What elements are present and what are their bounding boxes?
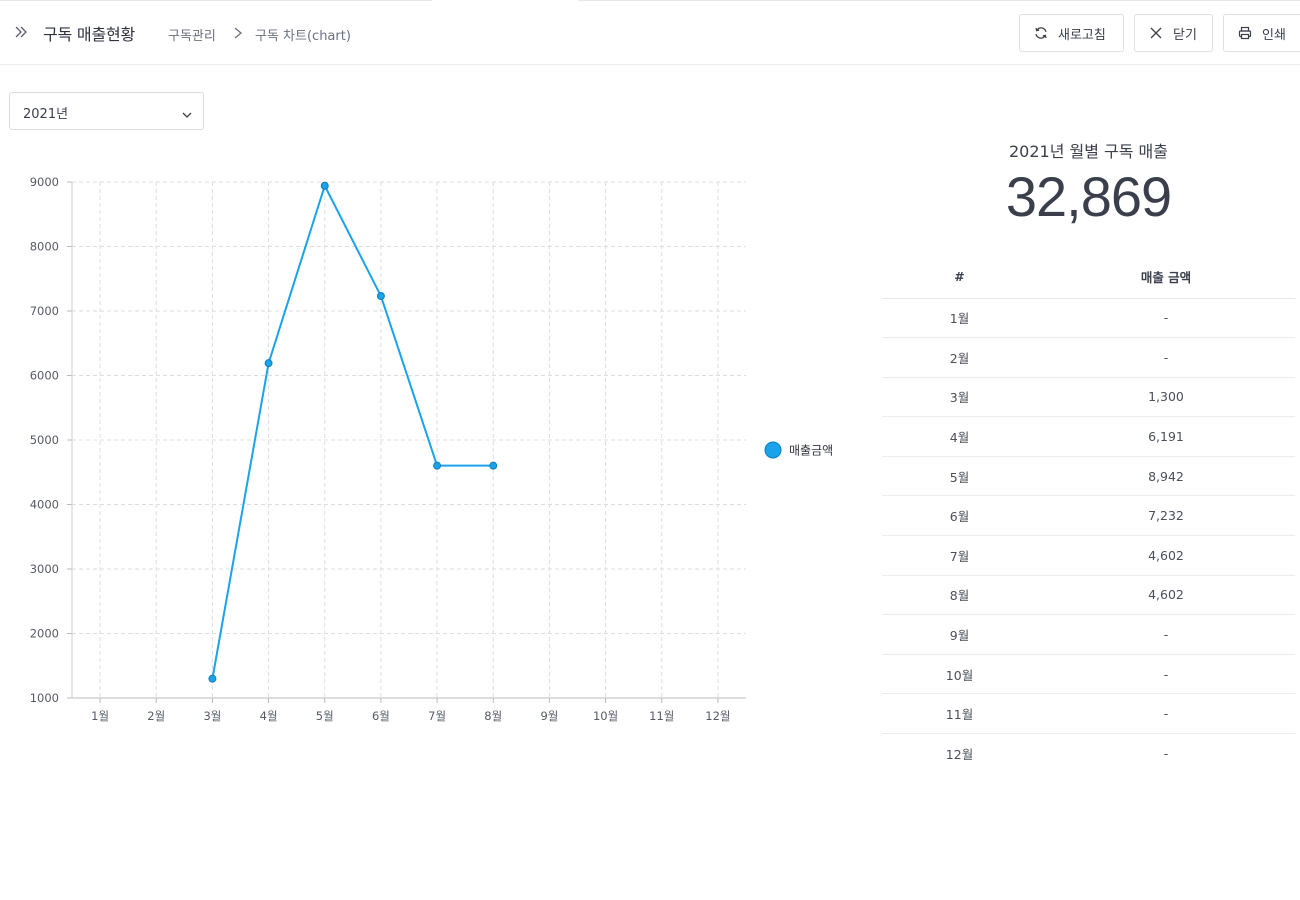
print-button-label: 인쇄 (1262, 27, 1286, 43)
amount-cell: 8,942 (1037, 456, 1295, 497)
amount-cell: - (1037, 614, 1295, 655)
table-row: 6월 7,232 (882, 495, 1295, 537)
y-tick-label: 4000 (30, 498, 59, 512)
x-tick-label: 5월 (316, 709, 334, 723)
y-tick-label: 5000 (30, 433, 59, 447)
legend-marker (764, 441, 782, 459)
data-point (320, 181, 329, 190)
printer-icon (1238, 26, 1252, 40)
x-tick-label: 11월 (649, 709, 674, 723)
x-tick-label: 1월 (91, 709, 109, 723)
amount-cell: - (1163, 746, 1169, 762)
monthly-revenue-table: # 매출 금액 1월 - 2월 - 3월 1,300 4월 6,191 5월 8,942 … (882, 256, 1295, 773)
month-cell: 8월 (882, 575, 1037, 616)
double-chevron-right-icon[interactable] (12, 23, 30, 41)
data-point (376, 292, 385, 301)
amount-cell: 4,602 (1037, 575, 1295, 616)
table-header-row: # 매출 금액 (882, 256, 1295, 299)
table-row: 4월 6,191 (882, 416, 1295, 457)
table-row: 2월 - (882, 337, 1295, 378)
column-header-amount: 매출 금액 (1037, 256, 1295, 299)
data-point (433, 461, 442, 470)
refresh-icon (1035, 27, 1047, 39)
table-row: 7월 4,602 (882, 535, 1295, 576)
table-row: 8월 4,602 (882, 575, 1295, 616)
print-button[interactable]: 인쇄 (1223, 14, 1300, 52)
breadcrumb-item-chart: 구독 차트(chart) (255, 29, 351, 44)
x-tick-label: 2월 (147, 709, 165, 723)
summary-total: 32,869 (1005, 165, 1172, 228)
month-cell: 5월 (882, 456, 1037, 497)
amount-cell: - (1037, 693, 1295, 735)
month-cell: 1월 (882, 298, 1037, 339)
data-point (208, 674, 217, 683)
data-point (264, 359, 273, 368)
refresh-button[interactable]: 새로고침 (1019, 14, 1124, 52)
x-tick-label: 12월 (705, 709, 730, 723)
amount-cell: - (1037, 654, 1295, 695)
month-cell: 2월 (882, 337, 1037, 378)
x-tick-label: 3월 (203, 709, 221, 723)
summary-title: 2021년 월별 구독 매출 (1008, 142, 1169, 161)
top-loading-strip (0, 0, 1300, 1)
y-tick-label: 2000 (30, 627, 59, 641)
close-button[interactable]: 닫기 (1134, 14, 1213, 52)
table-row: 11월 - (882, 693, 1295, 735)
page-header: 구독 매출현황 구독관리 구독 차트(chart) 새로고침 닫기 인쇄 (0, 1, 1300, 65)
month-cell: 10월 (882, 654, 1037, 695)
month-cell: 12월 (945, 747, 974, 763)
y-tick-label: 8000 (30, 240, 59, 254)
series-line-revenue (211, 184, 494, 679)
table-row: 10월 - (882, 654, 1295, 695)
month-cell: 11월 (882, 693, 1037, 735)
amount-cell: - (1037, 298, 1295, 339)
amount-cell: 1,300 (1037, 377, 1295, 418)
y-tick-label: 6000 (30, 369, 59, 383)
page-title: 구독 매출현황 (43, 25, 136, 44)
data-point (489, 461, 498, 470)
revenue-line-chart: 1000 2000 3000 4000 5000 6000 7000 8000 9000 1월 2월… (30, 175, 833, 723)
table-row: 9월 - (882, 614, 1295, 655)
refresh-button-label: 새로고침 (1058, 27, 1106, 43)
amount-cell: 4,602 (1037, 535, 1295, 576)
legend-label: 매출금액 (789, 444, 833, 458)
year-select-value: 2021년 (23, 107, 69, 122)
x-tick-label: 10월 (593, 709, 618, 723)
y-tick-label: 7000 (30, 304, 59, 318)
x-tick-label: 4월 (260, 709, 278, 723)
chevron-right-icon (231, 25, 245, 39)
close-icon (1150, 27, 1162, 39)
amount-cell: 7,232 (1037, 495, 1295, 537)
table-row: 3월 1,300 (882, 377, 1295, 418)
x-tick-label: 8월 (484, 709, 502, 723)
column-header-month: # (882, 256, 1037, 299)
y-tick-label: 9000 (30, 175, 59, 189)
chevron-down-icon (181, 106, 193, 125)
month-cell: 3월 (882, 377, 1037, 418)
month-cell: 6월 (882, 495, 1037, 537)
close-button-label: 닫기 (1173, 27, 1197, 43)
x-tick-label: 6월 (372, 709, 390, 723)
table-row: 5월 8,942 (882, 456, 1295, 497)
breadcrumb-item-subscription[interactable]: 구독관리 (168, 29, 216, 44)
x-tick-label: 9월 (540, 709, 558, 723)
year-select[interactable]: 2021년 (9, 92, 204, 130)
amount-cell: - (1037, 337, 1295, 378)
month-cell: 4월 (882, 416, 1037, 457)
month-cell: 7월 (882, 535, 1037, 576)
table-row: 12월 - (882, 734, 1295, 774)
table-row: 1월 - (882, 298, 1295, 339)
y-tick-label: 1000 (30, 691, 59, 705)
amount-cell: 6,191 (1037, 416, 1295, 457)
x-tick-label: 7월 (428, 709, 446, 723)
y-tick-label: 3000 (30, 562, 59, 576)
month-cell: 9월 (882, 614, 1037, 655)
